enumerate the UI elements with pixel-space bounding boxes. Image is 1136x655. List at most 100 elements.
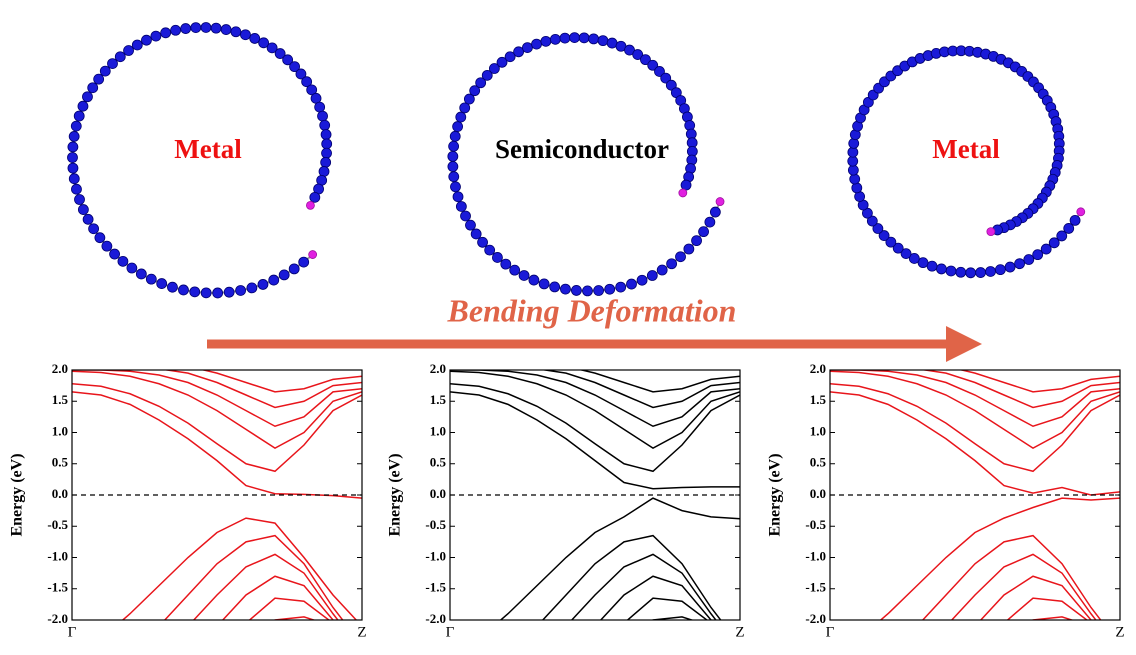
atom <box>82 213 94 225</box>
atom <box>107 58 118 70</box>
band-line <box>599 575 713 620</box>
y-tick-label: 2.0 <box>52 361 68 376</box>
atom <box>470 228 482 240</box>
atom <box>588 33 600 45</box>
structure-label: Semiconductor <box>495 134 669 164</box>
atom <box>230 26 242 38</box>
band-line <box>879 497 1120 620</box>
x-tick-label: Γ <box>826 624 835 640</box>
atom <box>87 82 99 94</box>
atom <box>965 267 977 279</box>
atom <box>70 120 82 132</box>
atom <box>93 73 105 85</box>
atom <box>320 156 332 168</box>
band-line <box>541 534 722 620</box>
band-line <box>1031 616 1075 620</box>
atom <box>549 33 561 45</box>
y-tick-label: 0.0 <box>52 486 68 501</box>
atom <box>452 191 464 203</box>
atom <box>518 270 530 281</box>
atom <box>900 248 912 260</box>
atom <box>654 66 665 77</box>
atom <box>597 35 609 47</box>
atom <box>268 274 280 286</box>
atom <box>101 240 113 252</box>
atom <box>170 24 181 36</box>
band-line <box>163 534 344 620</box>
atom <box>646 270 658 281</box>
atom <box>249 33 261 44</box>
atom <box>1056 230 1068 242</box>
atom <box>306 84 318 96</box>
atom <box>847 155 859 167</box>
y-tick-label: -1.0 <box>425 548 446 563</box>
atom <box>448 171 460 183</box>
atom <box>266 42 278 54</box>
atom <box>666 258 678 270</box>
band-line <box>830 370 1120 449</box>
atom <box>715 197 725 206</box>
atom <box>578 32 590 44</box>
atom <box>289 61 300 73</box>
atom <box>892 242 904 254</box>
band-line <box>920 370 1120 409</box>
atom <box>559 32 571 44</box>
atom <box>477 236 488 248</box>
band-line <box>499 497 740 620</box>
atom <box>82 91 93 103</box>
atom <box>167 281 178 293</box>
band-line <box>979 575 1093 620</box>
atom <box>131 39 143 51</box>
atom <box>200 22 212 33</box>
atom <box>459 102 471 114</box>
band-line <box>450 383 740 473</box>
atom <box>504 51 516 63</box>
band-line <box>830 370 1120 428</box>
band-line <box>72 383 362 473</box>
atom <box>878 230 890 241</box>
atom <box>135 268 147 280</box>
atom <box>665 79 677 91</box>
atom <box>1014 258 1025 270</box>
atom <box>640 54 651 66</box>
y-tick-label: -1.0 <box>47 548 68 563</box>
atom <box>985 266 996 277</box>
band-line <box>450 391 740 490</box>
band-line <box>221 575 335 620</box>
band-line <box>540 370 740 409</box>
atom <box>141 34 152 46</box>
atom <box>509 264 521 276</box>
atom <box>178 284 189 296</box>
y-axis-label: Energy (eV) <box>9 453 26 536</box>
atom <box>77 100 89 112</box>
atom <box>190 22 202 34</box>
atom <box>463 93 475 105</box>
y-tick-label: 0.5 <box>52 455 69 470</box>
atom <box>160 27 172 39</box>
atom <box>94 232 106 244</box>
atom <box>582 285 593 297</box>
band-line <box>830 383 1120 473</box>
y-tick-label: 1.0 <box>810 423 826 438</box>
band-line <box>450 370 740 428</box>
band-line <box>1006 597 1089 620</box>
y-tick-label: -1.5 <box>47 580 68 595</box>
atom <box>632 49 644 60</box>
x-tick-label: Γ <box>68 624 77 640</box>
atom <box>452 121 464 132</box>
atom <box>288 263 300 275</box>
y-tick-label: 1.5 <box>430 392 447 407</box>
atom <box>258 37 270 49</box>
atom <box>675 251 686 263</box>
band-line <box>192 553 339 620</box>
atom <box>1004 261 1016 273</box>
band-line <box>578 370 740 393</box>
atom <box>318 166 330 177</box>
atom <box>212 287 224 299</box>
atom <box>1048 237 1060 249</box>
atom <box>593 285 605 296</box>
atom <box>308 250 318 259</box>
band-line <box>450 370 740 449</box>
y-tick-label: 2.0 <box>430 361 446 376</box>
